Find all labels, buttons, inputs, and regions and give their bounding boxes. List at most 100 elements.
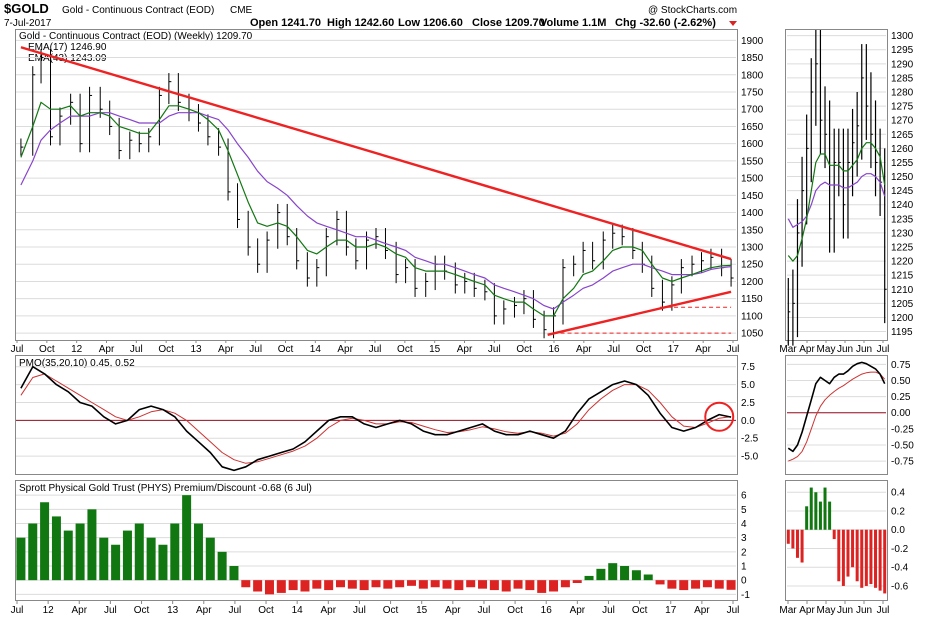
highlight-circle	[704, 401, 735, 432]
phys-weekly-x-label: Apr	[570, 605, 586, 616]
price-weekly-y-tick-label: 1250	[741, 260, 764, 271]
phys-bar	[631, 570, 641, 581]
price-weekly-x-label: 15	[429, 344, 441, 355]
phys-bar	[584, 575, 594, 581]
price-weekly-y-tick-label: 1700	[741, 105, 764, 116]
phys-bar	[608, 563, 618, 581]
phys-weekly-x-label: Oct	[258, 605, 274, 616]
daily-phys-bar	[841, 529, 845, 586]
ema43-legend: EMA(43) 1243.09	[28, 53, 107, 64]
phys-bar	[99, 537, 109, 581]
phys-bar	[572, 580, 582, 583]
phys-bar	[324, 580, 334, 591]
phys-weekly-y-tick-label: 0	[741, 576, 747, 587]
daily-phys-bar	[874, 529, 878, 588]
trend-line	[20, 46, 732, 261]
price-daily-y-tick-label: 1200	[891, 313, 914, 324]
phys-bar	[300, 580, 310, 592]
daily-ema43-line	[787, 173, 886, 228]
phys-bar	[714, 580, 724, 589]
price-weekly-y-tick-label: 1300	[741, 243, 764, 254]
phys-weekly-x-label: Jul	[353, 605, 366, 616]
phys-bar	[489, 580, 499, 591]
price-weekly-y-tick-label: 1850	[741, 53, 764, 64]
price-daily-y-tick-label: 1210	[891, 285, 914, 296]
price-panel-title: Gold - Continuous Contract (EOD) (Weekly…	[19, 31, 253, 42]
phys-weekly-x-label: Oct	[507, 605, 523, 616]
price-daily-y-tick-label: 1205	[891, 299, 914, 310]
close-value: Close 1209.70	[472, 17, 545, 29]
price-weekly-x-label: Apr	[218, 344, 234, 355]
phys-bar	[430, 580, 440, 588]
price-weekly-y-tick-label: 1650	[741, 122, 764, 133]
price-weekly-x-label: Apr	[457, 344, 473, 355]
price-daily-y-tick-label: 1270	[891, 116, 914, 127]
phys-bar	[217, 551, 227, 581]
phys-daily-y-tick-label: -0.2	[891, 544, 909, 555]
phys-daily-x-label: Jul	[877, 605, 890, 616]
pmo-daily-y-tick-label: 0.75	[891, 360, 911, 371]
grid-layer	[16, 35, 886, 604]
phys-bar	[170, 523, 180, 581]
phys-bar	[407, 580, 417, 586]
symbol: $GOLD	[4, 1, 49, 16]
phys-bar	[620, 566, 630, 581]
phys-weekly-y-tick-label: 4	[741, 519, 747, 530]
phys-bar	[51, 516, 61, 581]
price-daily-y-tick-label: 1250	[891, 172, 914, 183]
phys-weekly-y-tick-label: 6	[741, 491, 747, 502]
phys-bar	[702, 580, 712, 588]
price-weekly-x-label: Jul	[249, 344, 262, 355]
phys-bar	[359, 580, 369, 591]
phys-weekly-y-tick-label: 5	[741, 505, 747, 516]
price-daily-y-tick-label: 1225	[891, 243, 914, 254]
phys-bar	[288, 580, 298, 591]
price-daily-y-tick-label: 1265	[891, 130, 914, 141]
phys-weekly-y-tick-label: -1	[741, 590, 750, 601]
price-daily-x-label: Jul	[877, 344, 890, 355]
phys-weekly-x-label: Oct	[632, 605, 648, 616]
daily-phys-bar	[837, 529, 841, 582]
price-daily-y-tick-label: 1255	[891, 158, 914, 169]
pmo-panel-weekly	[15, 355, 738, 475]
phys-bar	[513, 580, 523, 589]
phys-daily-y-tick-label: 0.0	[891, 525, 905, 536]
daily-phys-bar	[786, 529, 790, 544]
pmo-weekly-y-tick-label: -5.0	[741, 452, 759, 463]
phys-weekly-x-label: 15	[416, 605, 428, 616]
phys-bar	[253, 580, 263, 592]
price-weekly-y-tick-label: 1800	[741, 70, 764, 81]
ema43-line	[20, 112, 732, 310]
price-weekly-y-tick-label: 1200	[741, 277, 764, 288]
price-weekly-y-tick-label: 1400	[741, 208, 764, 219]
price-weekly-y-tick-label: 1550	[741, 156, 764, 167]
daily-phys-bar	[818, 501, 822, 530]
daily-phys-bar	[846, 529, 850, 577]
phys-bar	[28, 523, 38, 581]
phys-bar	[691, 580, 701, 589]
price-daily-x-label: Jun	[856, 344, 872, 355]
price-daily-y-tick-label: 1275	[891, 102, 914, 113]
phys-bar	[466, 580, 476, 588]
phys-bar	[205, 537, 215, 581]
phys-bar	[40, 502, 50, 581]
pmo-panel-daily	[785, 355, 888, 475]
tick-label-layer: 1050110011501200125013001350140014501500…	[11, 31, 915, 616]
price-weekly-x-label: Apr	[576, 344, 592, 355]
low-value: Low 1206.60	[398, 17, 463, 29]
phys-weekly-x-label: Oct	[383, 605, 399, 616]
daily-phys-bar	[864, 529, 868, 586]
phys-bar	[383, 580, 393, 589]
phys-weekly-x-label: Apr	[445, 605, 461, 616]
phys-daily-y-tick-label: -0.6	[891, 581, 909, 592]
phys-weekly-x-label: Oct	[134, 605, 150, 616]
phys-daily-x-label: Jun	[837, 605, 853, 616]
price-weekly-x-label: Jul	[130, 344, 143, 355]
price-weekly-y-tick-label: 1900	[741, 36, 764, 47]
phys-bar	[501, 580, 511, 592]
phys-bar	[75, 523, 85, 581]
daily-phys-bar	[791, 529, 795, 549]
price-weekly-x-label: Oct	[278, 344, 294, 355]
pmo-weekly-y-tick-label: -2.5	[741, 434, 759, 445]
